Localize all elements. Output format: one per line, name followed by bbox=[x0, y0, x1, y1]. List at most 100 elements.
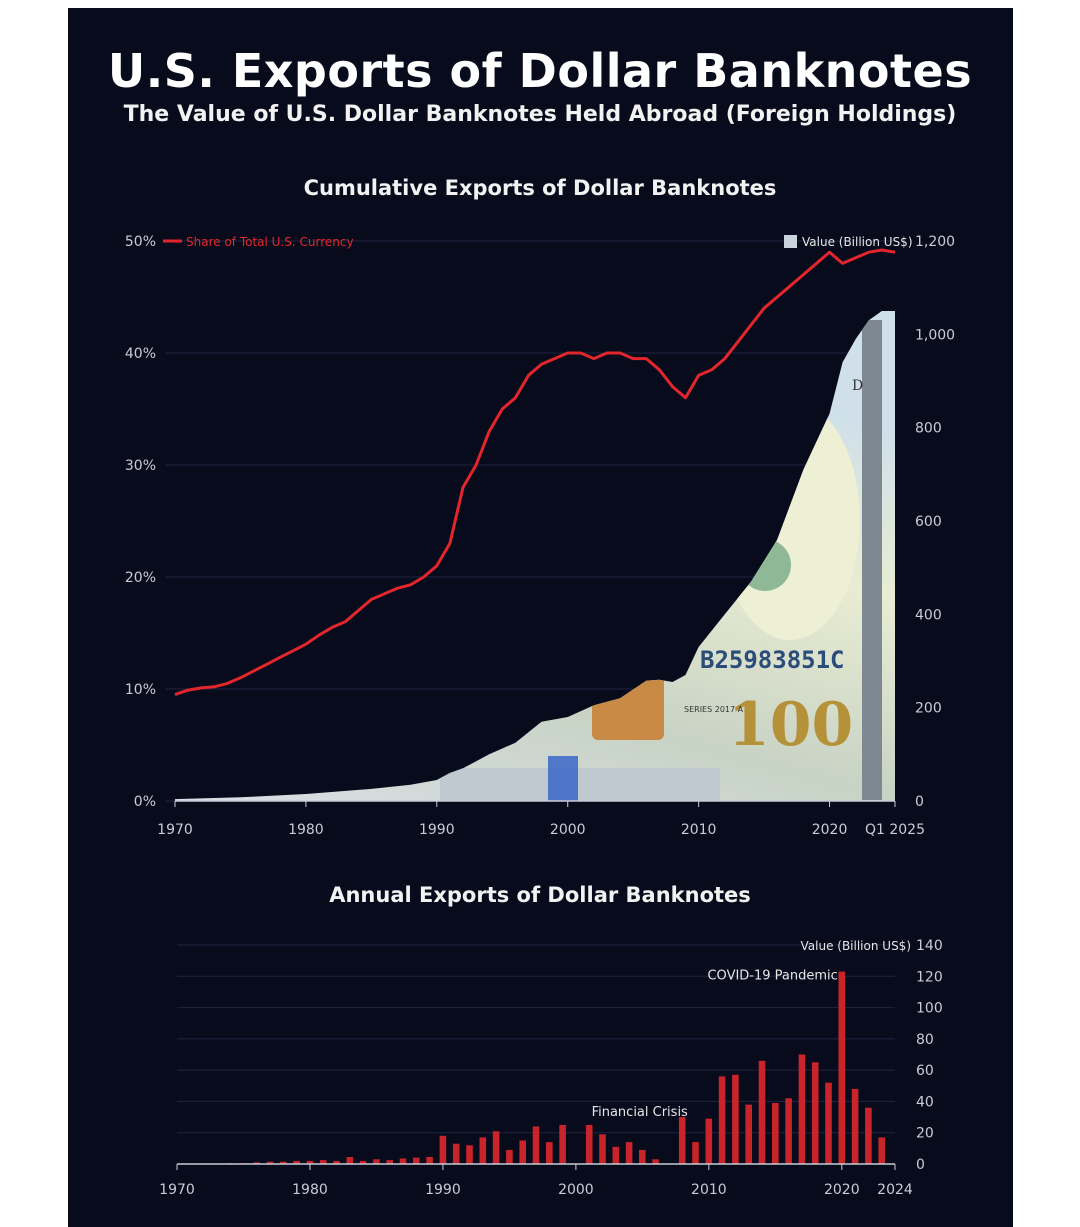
bar-2010 bbox=[705, 1118, 713, 1164]
right-tick-label: 400 bbox=[915, 607, 942, 623]
bar-1982 bbox=[333, 1160, 340, 1164]
bar-2005 bbox=[639, 1149, 646, 1164]
annotation-covid: COVID-19 Pandemic bbox=[707, 969, 837, 984]
banknote-serial: B25983851C bbox=[700, 646, 845, 674]
bar-2023 bbox=[878, 1137, 885, 1164]
banknote-letter: D bbox=[852, 378, 863, 394]
x-tick-label: 2000 bbox=[550, 822, 586, 838]
banknote-right-edge bbox=[862, 320, 882, 800]
bar-2001 bbox=[585, 1124, 593, 1164]
bar-x-tick-label: 2010 bbox=[691, 1182, 727, 1198]
x-tick-label: 2010 bbox=[681, 822, 717, 838]
share-line bbox=[174, 248, 896, 697]
bar-1996 bbox=[519, 1140, 526, 1164]
security-strip bbox=[548, 756, 578, 801]
bar-x-tick-label: 2024 bbox=[877, 1182, 913, 1198]
x-tick-label: Q1 2025 bbox=[865, 822, 925, 838]
bar-2019 bbox=[825, 1082, 832, 1164]
left-tick-label: 20% bbox=[125, 570, 156, 586]
bar-2015 bbox=[772, 1103, 779, 1164]
banknote-series: SERIES 2017 A bbox=[684, 705, 744, 714]
portrait-oval bbox=[720, 400, 860, 640]
bar-2011 bbox=[718, 1076, 726, 1164]
bar-1986 bbox=[386, 1160, 393, 1164]
bell-inkwell-emblem bbox=[592, 672, 664, 740]
bar-x-tick-label: 1980 bbox=[292, 1182, 328, 1198]
bar-y-tick-label: 80 bbox=[916, 1032, 934, 1048]
right-tick-label: 1,200 bbox=[915, 234, 955, 250]
bar-1985 bbox=[373, 1159, 380, 1164]
page-title: U.S. Exports of Dollar Banknotes bbox=[107, 44, 973, 98]
bar-1989 bbox=[426, 1157, 433, 1164]
green-seal bbox=[739, 539, 791, 591]
bar-1997 bbox=[532, 1126, 540, 1164]
bar-1995 bbox=[506, 1149, 513, 1164]
cumulative-chart-title: Cumulative Exports of Dollar Banknotes bbox=[303, 176, 777, 200]
bar-2016 bbox=[785, 1098, 792, 1164]
right-tick-label: 600 bbox=[915, 514, 942, 530]
bar-2017 bbox=[798, 1054, 806, 1164]
bar-2018 bbox=[811, 1062, 819, 1164]
bar-1991 bbox=[452, 1143, 460, 1164]
bar-2021 bbox=[851, 1088, 859, 1164]
bar-2002 bbox=[599, 1134, 606, 1164]
bar-y-tick-label: 40 bbox=[916, 1094, 934, 1110]
bar-2008 bbox=[678, 1117, 686, 1164]
bar-1976 bbox=[253, 1162, 261, 1164]
bar-1983 bbox=[346, 1157, 354, 1164]
bar-2012 bbox=[732, 1074, 739, 1164]
right-tick-label: 800 bbox=[915, 421, 942, 437]
bar-y-tick-label: 0 bbox=[916, 1157, 925, 1173]
bar-1990 bbox=[439, 1135, 447, 1164]
bar-2009 bbox=[692, 1142, 699, 1164]
right-tick-label: 200 bbox=[915, 701, 942, 717]
legend-area-label: Value (Billion US$) bbox=[802, 235, 913, 249]
bar-y-tick-label: 20 bbox=[916, 1126, 934, 1142]
left-tick-label: 0% bbox=[134, 794, 156, 810]
bar-1988 bbox=[413, 1157, 420, 1164]
bar-x-tick-label: 2020 bbox=[824, 1182, 860, 1198]
x-tick-label: 1970 bbox=[157, 822, 193, 838]
right-tick-label: 1,000 bbox=[915, 327, 955, 343]
banknote-bottom-band bbox=[440, 768, 720, 801]
bar-2022 bbox=[865, 1107, 872, 1164]
bar-1998 bbox=[546, 1142, 553, 1164]
bar-1977 bbox=[266, 1161, 274, 1164]
value-area-banknote bbox=[175, 311, 895, 801]
bar-1987 bbox=[399, 1158, 407, 1164]
bar-1978 bbox=[280, 1161, 287, 1164]
bar-2003 bbox=[612, 1146, 620, 1164]
bar-1999 bbox=[559, 1124, 566, 1164]
left-tick-label: 10% bbox=[125, 682, 156, 698]
bar-2014 bbox=[758, 1060, 766, 1164]
banknote-denomination: 100 bbox=[728, 690, 853, 760]
bar-1979 bbox=[293, 1160, 300, 1164]
page-subtitle: The Value of U.S. Dollar Banknotes Held … bbox=[123, 102, 957, 127]
bar-2013 bbox=[745, 1104, 752, 1164]
bar-1992 bbox=[466, 1145, 473, 1164]
annotation-financial-crisis: Financial Crisis bbox=[592, 1105, 688, 1120]
bar-1984 bbox=[359, 1160, 367, 1164]
left-tick-label: 40% bbox=[125, 346, 156, 362]
right-tick-label: 0 bbox=[915, 794, 924, 810]
bar-x-tick-label: 2000 bbox=[558, 1182, 594, 1198]
bar-axis-label: Value (Billion US$) bbox=[801, 939, 912, 953]
left-tick-label: 50% bbox=[125, 234, 156, 250]
bar-2004 bbox=[625, 1142, 633, 1164]
bar-1994 bbox=[492, 1131, 500, 1164]
left-tick-label: 30% bbox=[125, 458, 156, 474]
bar-y-tick-label: 140 bbox=[916, 938, 943, 954]
annual-chart-title: Annual Exports of Dollar Banknotes bbox=[329, 883, 751, 907]
x-tick-label: 2020 bbox=[812, 822, 848, 838]
bar-y-tick-label: 100 bbox=[916, 1001, 943, 1017]
bar-x-tick-label: 1990 bbox=[425, 1182, 461, 1198]
bar-1980 bbox=[306, 1160, 314, 1164]
legend-area-swatch bbox=[784, 235, 797, 248]
bar-1993 bbox=[479, 1137, 487, 1164]
legend-line-label: Share of Total U.S. Currency bbox=[186, 235, 354, 249]
bar-y-tick-label: 60 bbox=[916, 1063, 934, 1079]
x-tick-label: 1980 bbox=[288, 822, 324, 838]
bar-2020 bbox=[838, 971, 846, 1164]
